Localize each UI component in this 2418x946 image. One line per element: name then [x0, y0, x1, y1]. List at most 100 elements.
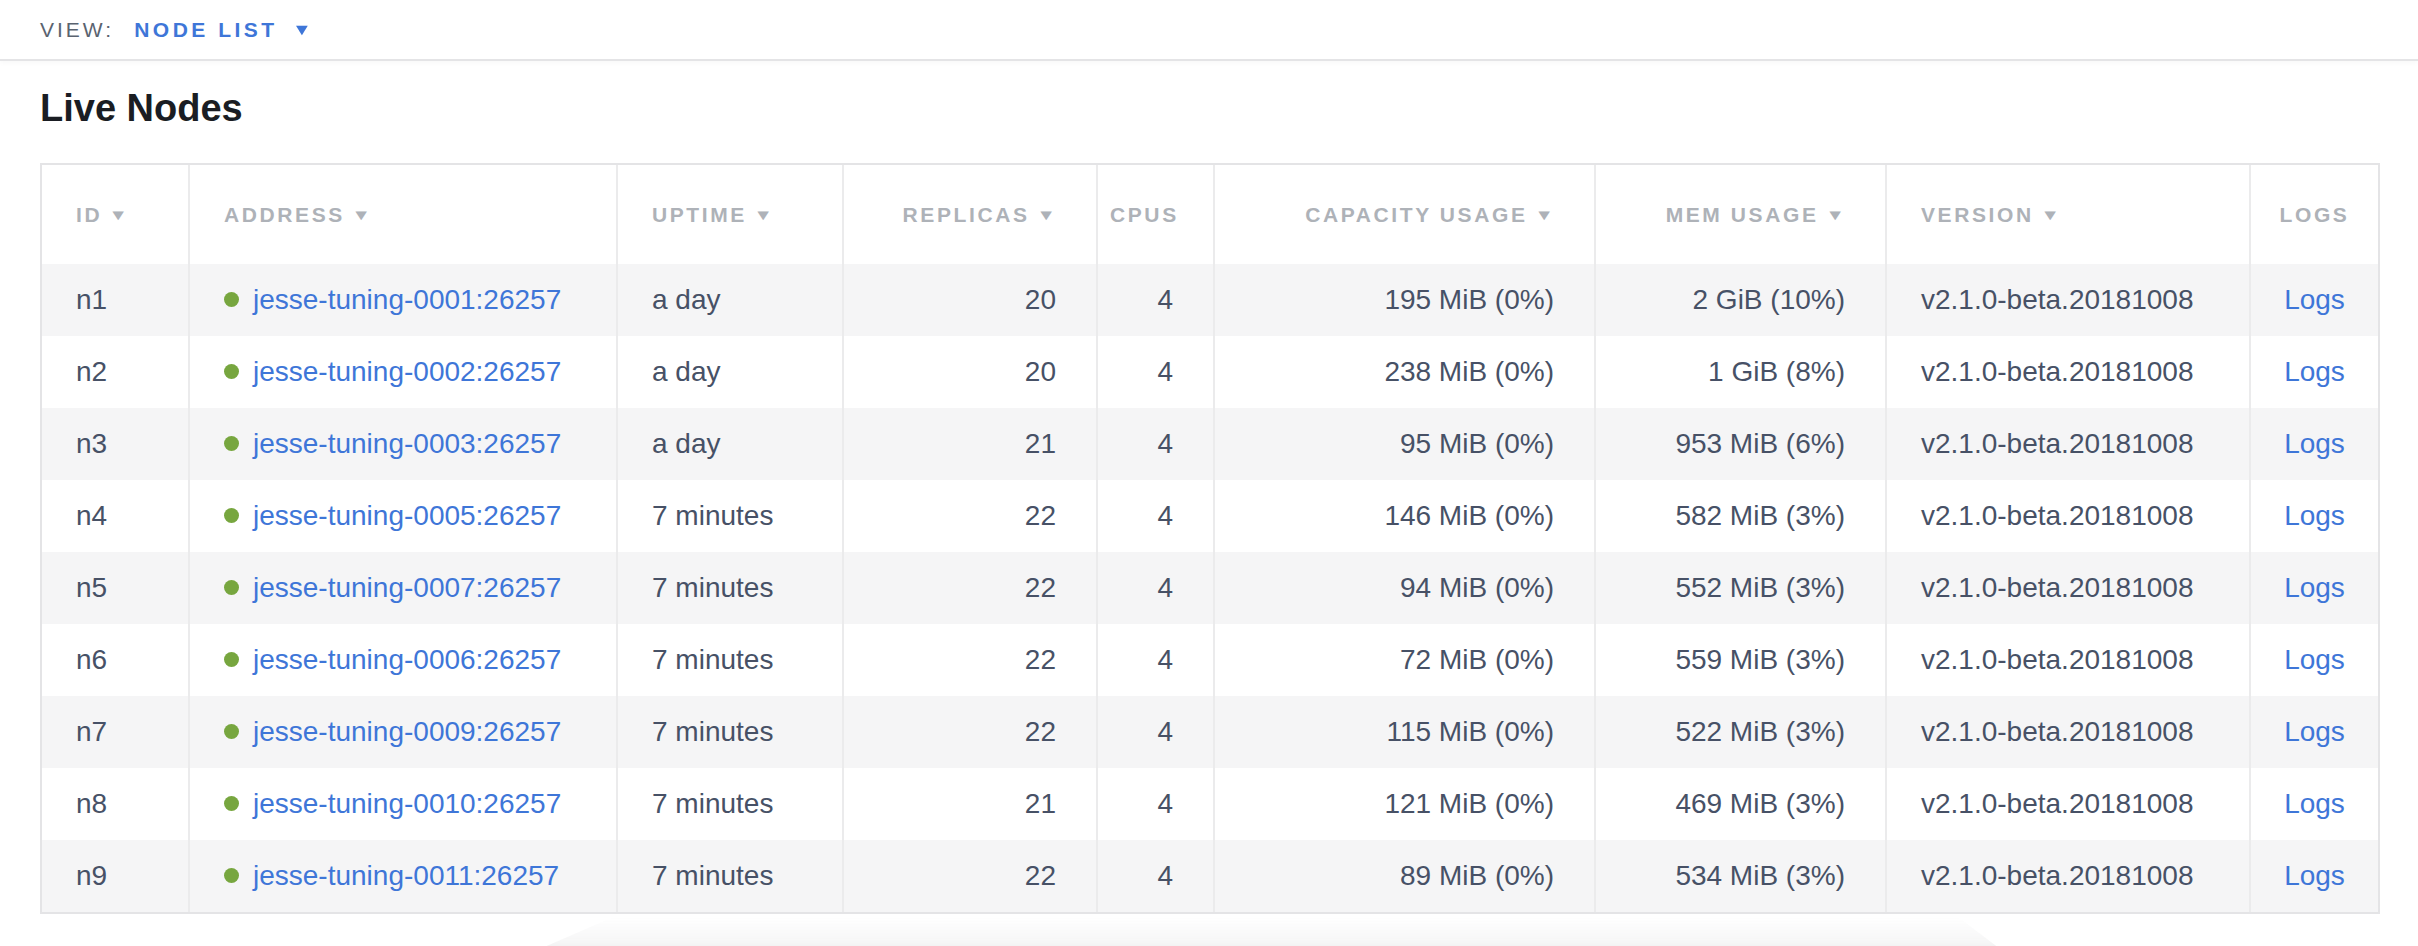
cpus-cell: 4 [1096, 840, 1213, 912]
node-logs-link[interactable]: Logs [2284, 428, 2345, 459]
cpus-cell: 4 [1096, 624, 1213, 696]
node-row-n9: n9jesse-tuning-0011:262577 minutes22489 … [42, 840, 2378, 912]
header-row: ID▼ADDRESS▼UPTIME▼REPLICAS▼CPUSCAPACITY … [42, 165, 2378, 264]
logs-cell: Logs [2249, 408, 2378, 480]
address-cell: jesse-tuning-0006:26257 [188, 624, 616, 696]
uptime-cell: 7 minutes [616, 696, 842, 768]
view-selector-value: NODE LIST [134, 18, 278, 42]
column-header-mem[interactable]: MEM USAGE▼ [1594, 165, 1885, 264]
capacity-cell: 89 MiB (0%) [1213, 840, 1594, 912]
id-cell: n3 [42, 408, 188, 480]
logs-cell: Logs [2249, 768, 2378, 840]
replicas-cell: 20 [842, 264, 1096, 336]
mem-cell: 534 MiB (3%) [1594, 840, 1885, 912]
column-header-id[interactable]: ID ▼ [42, 165, 188, 264]
replicas-cell: 22 [842, 696, 1096, 768]
node-logs-link[interactable]: Logs [2284, 572, 2345, 603]
address-cell: jesse-tuning-0003:26257 [188, 408, 616, 480]
mem-cell: 522 MiB (3%) [1594, 696, 1885, 768]
node-logs-link[interactable]: Logs [2284, 500, 2345, 531]
id-cell: n5 [42, 552, 188, 624]
capacity-cell: 72 MiB (0%) [1213, 624, 1594, 696]
address-cell: jesse-tuning-0011:26257 [188, 840, 616, 912]
version-cell: v2.1.0-beta.20181008 [1885, 768, 2249, 840]
replicas-cell: 22 [842, 552, 1096, 624]
node-logs-link[interactable]: Logs [2284, 716, 2345, 747]
column-header-replicas[interactable]: REPLICAS▼ [842, 165, 1096, 264]
capacity-cell: 238 MiB (0%) [1213, 336, 1594, 408]
column-header-label: UPTIME [652, 203, 747, 226]
node-row-n4: n4jesse-tuning-0005:262577 minutes224146… [42, 480, 2378, 552]
node-logs-link[interactable]: Logs [2284, 644, 2345, 675]
node-live-status-dot [224, 580, 239, 595]
node-logs-link[interactable]: Logs [2284, 356, 2345, 387]
node-logs-link[interactable]: Logs [2284, 788, 2345, 819]
node-address-link[interactable]: jesse-tuning-0005:26257 [253, 500, 561, 531]
capacity-cell: 121 MiB (0%) [1213, 768, 1594, 840]
node-live-status-dot [224, 652, 239, 667]
sort-arrow-icon: ▼ [1534, 206, 1557, 223]
node-live-status-dot [224, 724, 239, 739]
capacity-cell: 195 MiB (0%) [1213, 264, 1594, 336]
node-address-link[interactable]: jesse-tuning-0011:26257 [253, 860, 559, 891]
page-title: Live Nodes [40, 88, 2378, 128]
capacity-cell: 115 MiB (0%) [1213, 696, 1594, 768]
logs-cell: Logs [2249, 840, 2378, 912]
version-cell: v2.1.0-beta.20181008 [1885, 696, 2249, 768]
uptime-cell: a day [616, 408, 842, 480]
mem-cell: 2 GiB (10%) [1594, 264, 1885, 336]
node-row-n7: n7jesse-tuning-0009:262577 minutes224115… [42, 696, 2378, 768]
address-cell: jesse-tuning-0002:26257 [188, 336, 616, 408]
column-header-label: CAPACITY USAGE [1305, 203, 1527, 226]
sort-arrow-icon: ▼ [109, 206, 132, 223]
replicas-cell: 20 [842, 336, 1096, 408]
replicas-cell: 22 [842, 840, 1096, 912]
column-header-capacity[interactable]: CAPACITY USAGE ▼ [1213, 165, 1594, 264]
node-row-n2: n2jesse-tuning-0002:26257a day204238 MiB… [42, 336, 2378, 408]
address-cell: jesse-tuning-0007:26257 [188, 552, 616, 624]
node-address-link[interactable]: jesse-tuning-0007:26257 [253, 572, 561, 603]
logs-cell: Logs [2249, 336, 2378, 408]
mem-cell: 552 MiB (3%) [1594, 552, 1885, 624]
column-header-version[interactable]: VERSION▼ [1885, 165, 2249, 264]
address-cell: jesse-tuning-0010:26257 [188, 768, 616, 840]
node-logs-link[interactable]: Logs [2284, 284, 2345, 315]
sort-arrow-icon: ▼ [351, 206, 374, 223]
version-cell: v2.1.0-beta.20181008 [1885, 408, 2249, 480]
live-nodes-section: Live Nodes ID▼ADDRESS▼UPTIME▼REPLICAS▼CP… [0, 88, 2418, 914]
node-live-status-dot [224, 796, 239, 811]
uptime-cell: a day [616, 336, 842, 408]
node-address-link[interactable]: jesse-tuning-0003:26257 [253, 428, 561, 459]
view-label: VIEW: [40, 18, 114, 42]
column-header-label: ID [76, 203, 102, 226]
column-header-label: VERSION [1921, 203, 2034, 226]
mem-cell: 582 MiB (3%) [1594, 480, 1885, 552]
version-cell: v2.1.0-beta.20181008 [1885, 264, 2249, 336]
chevron-down-icon: ▼ [292, 22, 312, 38]
version-cell: v2.1.0-beta.20181008 [1885, 840, 2249, 912]
capacity-cell: 94 MiB (0%) [1213, 552, 1594, 624]
node-address-link[interactable]: jesse-tuning-0009:26257 [253, 716, 561, 747]
node-address-link[interactable]: jesse-tuning-0006:26257 [253, 644, 561, 675]
cpus-cell: 4 [1096, 264, 1213, 336]
id-cell: n2 [42, 336, 188, 408]
node-address-link[interactable]: jesse-tuning-0002:26257 [253, 356, 561, 387]
column-header-label: ADDRESS [224, 203, 345, 226]
node-logs-link[interactable]: Logs [2284, 860, 2345, 891]
node-address-link[interactable]: jesse-tuning-0001:26257 [253, 284, 561, 315]
cpus-cell: 4 [1096, 768, 1213, 840]
version-cell: v2.1.0-beta.20181008 [1885, 480, 2249, 552]
cpus-cell: 4 [1096, 552, 1213, 624]
version-cell: v2.1.0-beta.20181008 [1885, 336, 2249, 408]
view-toolbar: VIEW: NODE LIST ▼ [0, 0, 2418, 61]
logs-cell: Logs [2249, 696, 2378, 768]
node-row-n3: n3jesse-tuning-0003:26257a day21495 MiB … [42, 408, 2378, 480]
sort-arrow-icon: ▼ [1825, 206, 1848, 223]
logs-cell: Logs [2249, 480, 2378, 552]
column-header-uptime[interactable]: UPTIME▼ [616, 165, 842, 264]
view-selector-dropdown[interactable]: NODE LIST ▼ [134, 18, 309, 42]
uptime-cell: 7 minutes [616, 768, 842, 840]
node-row-n5: n5jesse-tuning-0007:262577 minutes22494 … [42, 552, 2378, 624]
column-header-address[interactable]: ADDRESS ▼ [188, 165, 616, 264]
node-address-link[interactable]: jesse-tuning-0010:26257 [253, 788, 561, 819]
